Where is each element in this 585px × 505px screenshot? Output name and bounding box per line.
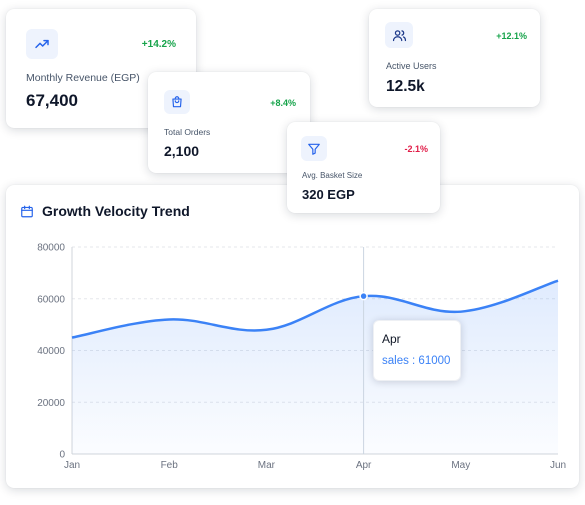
kpi-change: +8.4% — [270, 98, 296, 108]
kpi-change: +12.1% — [496, 31, 527, 41]
area-chart[interactable]: 0 20000 40000 60000 80000 Jan Feb Mar Apr May Jun — [6, 185, 579, 488]
x-tick-label: Jan — [64, 460, 80, 471]
shopping-bag-icon — [164, 90, 190, 114]
trending-up-icon — [26, 29, 58, 59]
kpi-card-avg-basket-size: -2.1% Avg. Basket Size 320 EGP — [287, 122, 440, 213]
kpi-value: 67,400 — [26, 91, 78, 110]
y-tick-label: 20000 — [37, 398, 65, 409]
y-tick-label: 80000 — [37, 243, 65, 254]
kpi-value: 320 EGP — [302, 187, 355, 202]
growth-velocity-chart-panel: Growth Velocity Trend 0 20000 40000 60000 80… — [6, 185, 579, 488]
kpi-label: Avg. Basket Size — [302, 171, 363, 180]
y-tick-label: 0 — [59, 450, 65, 461]
kpi-card-monthly-revenue: +14.2% Monthly Revenue (EGP) 67,400 — [6, 9, 196, 128]
chart-title: Growth Velocity Trend — [42, 203, 190, 219]
kpi-label: Total Orders — [164, 127, 211, 137]
x-tick-label: Jun — [550, 460, 566, 471]
kpi-value: 2,100 — [164, 143, 200, 159]
kpi-label: Active Users — [386, 61, 437, 71]
active-data-point — [359, 291, 368, 301]
x-tick-label: Apr — [356, 460, 372, 471]
filter-icon — [301, 136, 327, 161]
kpi-label: Monthly Revenue (EGP) — [26, 72, 140, 84]
y-tick-label: 60000 — [37, 294, 65, 305]
kpi-card-total-orders: +8.4% Total Orders 2,100 — [148, 72, 310, 173]
calendar-icon — [20, 204, 34, 224]
x-tick-label: May — [451, 460, 470, 471]
tooltip-value: sales : 61000 — [382, 355, 451, 367]
y-tick-label: 40000 — [37, 346, 65, 357]
kpi-change: +14.2% — [141, 39, 176, 50]
chart-tooltip: Apr sales : 61000 — [373, 320, 461, 381]
tooltip-category: Apr — [382, 332, 401, 346]
x-tick-label: Feb — [161, 460, 179, 471]
kpi-value: 12.5k — [386, 78, 425, 95]
series-line-sales — [71, 279, 559, 339]
x-tick-label: Mar — [258, 460, 276, 471]
kpi-change: -2.1% — [404, 144, 428, 154]
users-icon — [385, 22, 413, 48]
kpi-card-active-users: +12.1% Active Users 12.5k — [369, 9, 540, 107]
